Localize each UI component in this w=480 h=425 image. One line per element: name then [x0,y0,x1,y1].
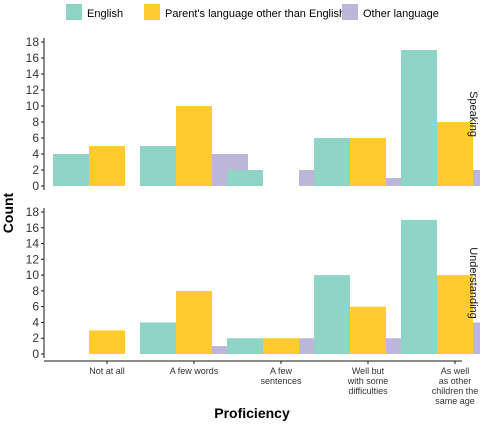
plot-panels: 024681012141618Speaking024681012141618Un… [26,35,480,361]
y-tick-label: 16 [26,221,40,235]
y-tick-label: 14 [26,237,40,251]
legend: English Parent's language other than Engl… [66,4,439,20]
y-tick-label: 4 [32,147,39,161]
bar [473,322,480,354]
bar [314,138,350,186]
y-tick-label: 12 [26,83,40,97]
x-tick-label: Well but with some difficulties [347,366,389,396]
y-tick-label: 14 [26,67,40,81]
y-tick-label: 6 [32,131,39,145]
x-tick-label: Not at all [89,366,125,376]
bar [89,330,125,354]
strip-label: Speaking [467,91,479,137]
x-tick-label: As well as other children the same age [432,366,479,406]
x-tick-label: A few sentences [260,366,302,386]
panel-speaking: 0 2 4 6 8 10 12 14 16 18 Speaking [26,35,480,193]
x-tick-label: A few words [170,366,219,376]
y-tick-label: 6 [32,300,39,314]
legend-label: Parent's language other than English [165,8,345,20]
y-tick-label: 18 [26,205,40,219]
y-tick-label: 16 [26,51,40,65]
strip-label: Understanding [467,247,479,319]
legend-swatch [342,4,358,20]
bar [140,322,176,354]
bar [227,170,263,186]
bar [437,275,473,354]
bar [89,146,125,186]
bar [314,275,350,354]
y-tick-label: 12 [26,252,40,266]
bar [227,338,263,354]
bar [401,219,437,354]
y-tick-label: 2 [32,331,39,345]
bar [350,306,386,354]
bar [473,170,480,186]
y-tick-label: 0 [32,347,39,361]
y-axis-title: Count [0,192,16,233]
y-tick-label: 4 [32,315,39,329]
bar [53,154,89,186]
bar [437,122,473,186]
legend-swatch [144,4,160,20]
y-tick-label: 2 [32,163,39,177]
x-axis-title: Proficiency [214,405,290,421]
bar [401,50,437,186]
y-tick-label: 18 [26,35,40,49]
x-axis: Not at all A few words A few sentences Well … [44,360,479,406]
y-tick-label: 8 [32,284,39,298]
y-tick-label: 10 [26,268,40,282]
bar [176,290,212,354]
legend-swatch [66,4,82,20]
y-tick-label: 8 [32,115,39,129]
y-tick-label: 0 [32,179,39,193]
bar [263,338,299,354]
legend-label: Other language [363,8,439,20]
bar [176,106,212,186]
legend-label: English [87,8,123,20]
bar [350,138,386,186]
y-tick-label: 10 [26,99,40,113]
bar [140,146,176,186]
